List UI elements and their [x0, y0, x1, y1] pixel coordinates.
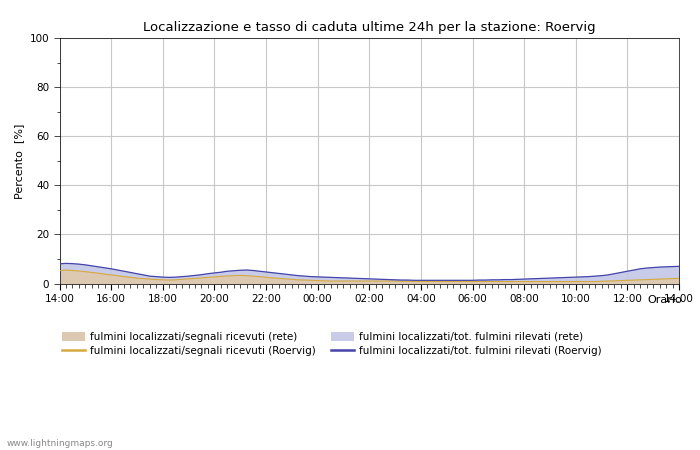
- Text: Orario: Orario: [648, 295, 682, 305]
- Title: Localizzazione e tasso di caduta ultime 24h per la stazione: Roervig: Localizzazione e tasso di caduta ultime …: [143, 21, 596, 34]
- Legend: fulmini localizzati/segnali ricevuti (rete), fulmini localizzati/segnali ricevut: fulmini localizzati/segnali ricevuti (re…: [62, 332, 602, 356]
- Y-axis label: Percento  [%]: Percento [%]: [14, 123, 24, 198]
- Text: www.lightningmaps.org: www.lightningmaps.org: [7, 439, 113, 448]
